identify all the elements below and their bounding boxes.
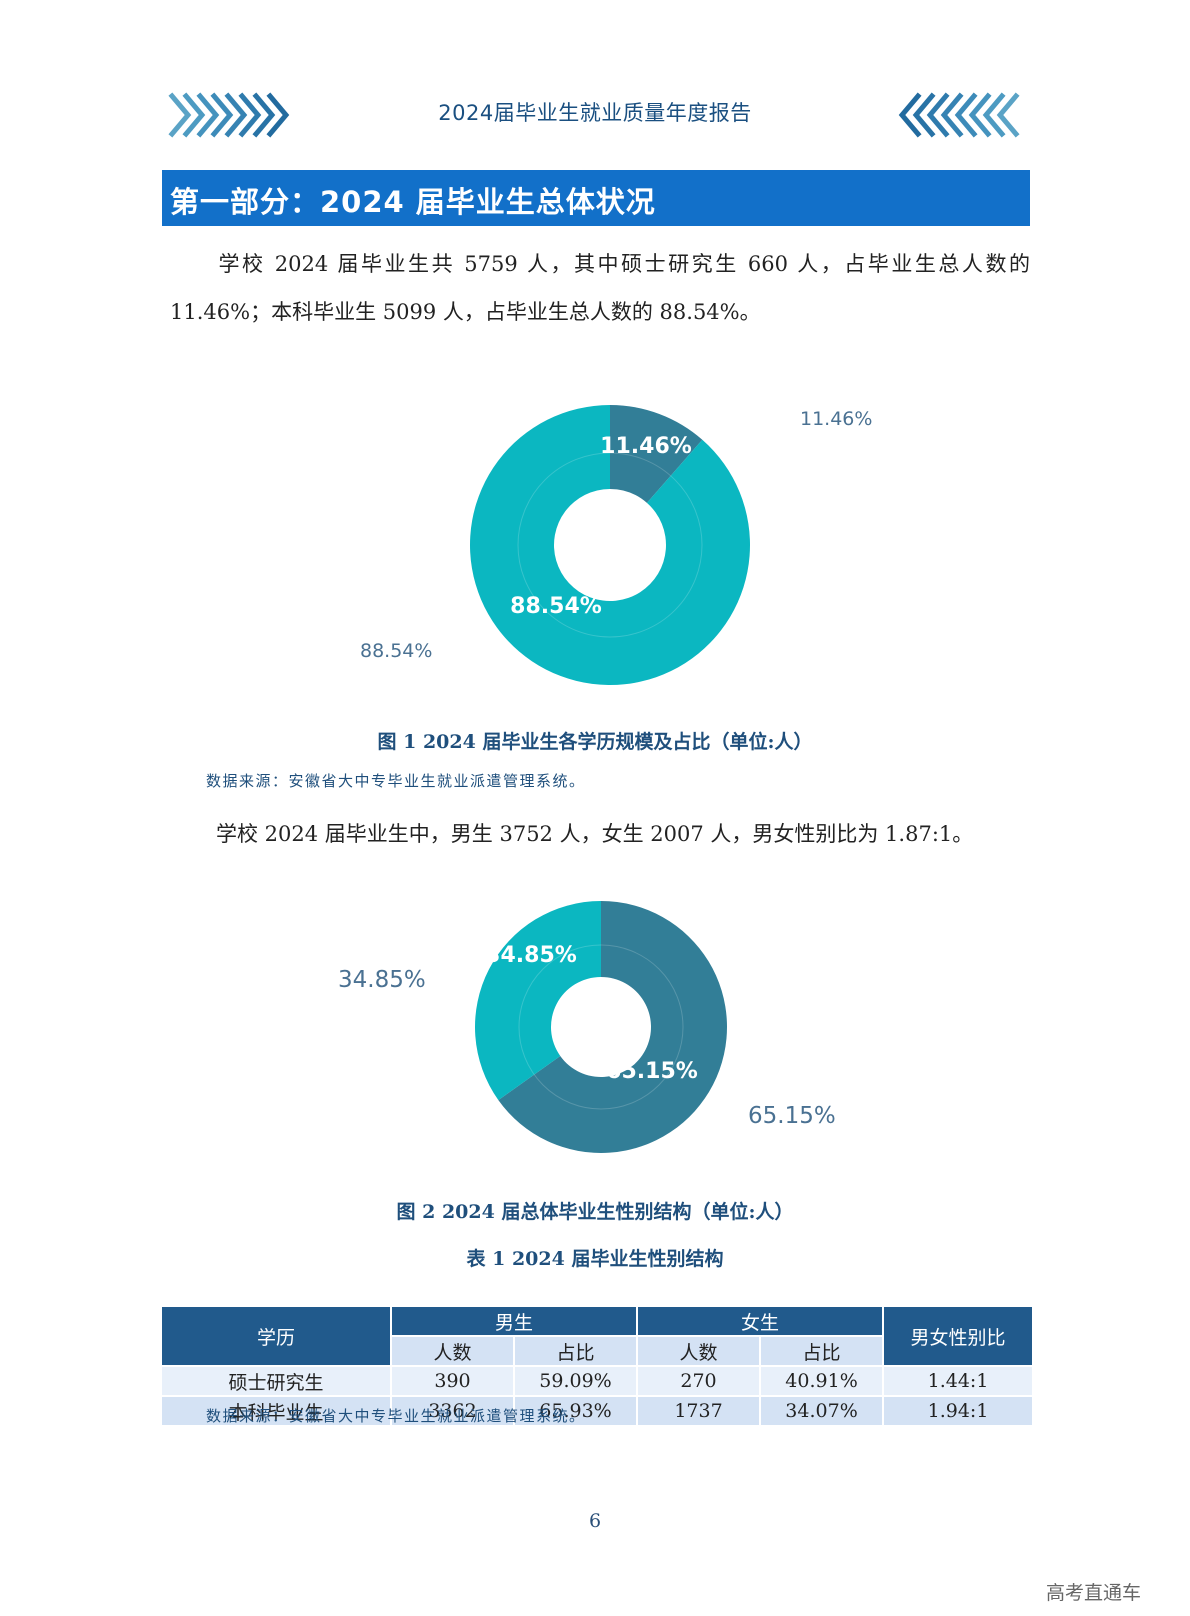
chart1-slice-1: [470, 405, 750, 685]
chart2-ring: [518, 944, 684, 1110]
header-ratio: 男女性别比: [882, 1305, 1035, 1367]
cell-male-count: 390: [390, 1365, 515, 1397]
table-title: 表 1 2024 届毕业生性别结构: [466, 1248, 724, 1270]
cell-female-count: 270: [636, 1365, 762, 1397]
gender-structure-table: 学历 男生 女生 男女性别比 人数 占比 人数 占比 硕士研究生 390 59.…: [160, 1305, 1035, 1427]
intro-paragraph-text: 学校 2024 届毕业生共 5759 人，其中硕士研究生 660 人，占毕业生总…: [170, 252, 1030, 324]
gender-paragraph: 学校 2024 届毕业生中，男生 3752 人，女生 2007 人，男女性别比为…: [170, 810, 1030, 858]
cell-female-share: 34.07%: [759, 1395, 885, 1427]
header-male-share: 占比: [512, 1335, 639, 1367]
table-row: 硕士研究生 390 59.09% 270 40.91% 1.44:1: [160, 1365, 1035, 1397]
figure2-caption: 图 2 2024 届总体毕业生性别结构（单位:人）: [396, 1201, 794, 1223]
chart1-data-label-0: 11.46%: [600, 434, 692, 459]
header-female: 女生: [636, 1305, 885, 1337]
cell-female-count: 1737: [636, 1395, 762, 1427]
watermark: 高考直通车: [1046, 1582, 1142, 1604]
figure2-outside-label-male: 65.15%: [748, 1103, 836, 1129]
cell-education: 硕士研究生: [160, 1365, 392, 1397]
chart1-ring: [517, 452, 703, 638]
header-education: 学历: [160, 1305, 392, 1367]
education-donut-chart: 11.46% 88.54%: [470, 405, 750, 685]
table-row: 本科毕业生 3362 65.93% 1737 34.07% 1.94:1: [160, 1395, 1035, 1427]
table-source: 数据来源：安徽省大中专毕业生就业派遣管理系统。: [206, 1407, 586, 1425]
figure1-outside-label-bachelor: 88.54%: [360, 640, 433, 662]
figure2-outside-label-female: 34.85%: [338, 967, 426, 993]
header-chevrons-right-icon: [896, 92, 1022, 138]
cell-male-count: 3362: [390, 1395, 515, 1427]
header-female-share: 占比: [759, 1335, 885, 1367]
chart2-slice-1: [475, 901, 601, 1101]
gender-paragraph-text: 学校 2024 届毕业生中，男生 3752 人，女生 2007 人，男女性别比为…: [216, 822, 974, 846]
cell-ratio: 1.94:1: [882, 1395, 1035, 1427]
header-chevrons-left-icon: [168, 92, 294, 138]
chart2-data-label-1: 65.15%: [606, 1059, 698, 1084]
cell-education: 本科毕业生: [160, 1395, 392, 1427]
section-banner: 第一部分：2024 届毕业生总体状况: [162, 170, 1030, 226]
chart1-data-label-1: 88.54%: [510, 594, 602, 619]
chart1-slice-0: [610, 405, 703, 503]
header-female-count: 人数: [636, 1335, 762, 1367]
figure1-source: 数据来源：安徽省大中专毕业生就业派遣管理系统。: [206, 772, 586, 790]
cell-female-share: 40.91%: [759, 1365, 885, 1397]
figure1-outside-label-master: 11.46%: [800, 408, 873, 430]
page-number: 6: [588, 1510, 602, 1532]
section-title: 第一部分：2024 届毕业生总体状况: [170, 185, 656, 219]
header-male-count: 人数: [390, 1335, 515, 1367]
figure1-caption: 图 1 2024 届毕业生各学历规模及占比（单位:人）: [377, 731, 813, 753]
header-title: 2024届毕业生就业质量年度报告: [438, 101, 752, 125]
intro-paragraph: 学校 2024 届毕业生共 5759 人，其中硕士研究生 660 人，占毕业生总…: [170, 240, 1030, 336]
chart2-slice-0: [498, 901, 727, 1153]
cell-ratio: 1.44:1: [882, 1365, 1035, 1397]
cell-male-share: 59.09%: [512, 1365, 639, 1397]
gender-donut-chart: 34.85% 65.15%: [475, 901, 727, 1153]
cell-male-share: 65.93%: [512, 1395, 639, 1427]
chart2-data-label-0: 34.85%: [485, 943, 577, 968]
header-male: 男生: [389, 1305, 639, 1337]
